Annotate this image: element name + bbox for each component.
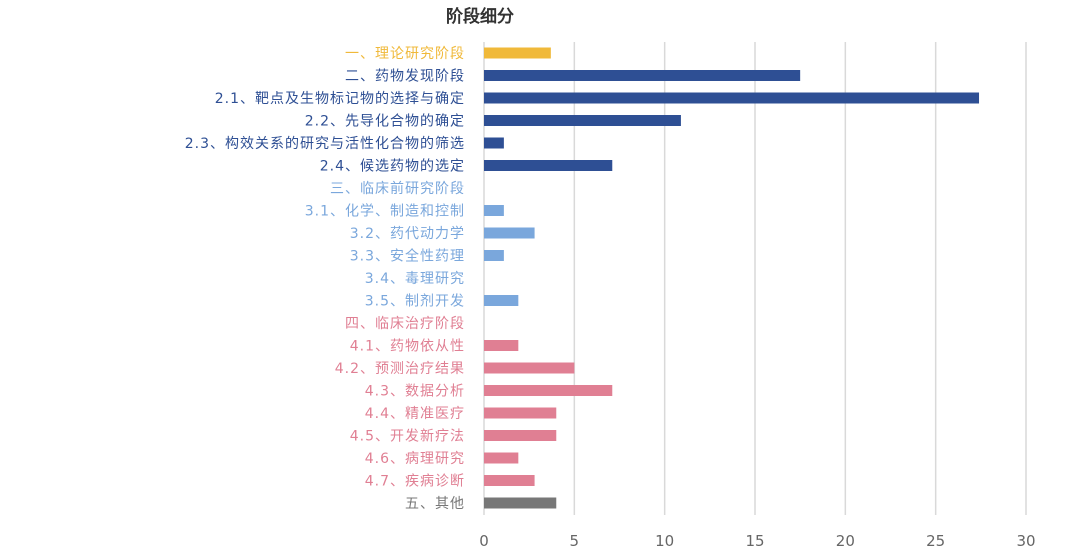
x-tick-label: 20 bbox=[836, 532, 855, 550]
category-label: 4.7、疾病诊断 bbox=[365, 474, 465, 490]
bar bbox=[484, 475, 535, 486]
category-label: 3.1、化学、制造和控制 bbox=[305, 204, 465, 220]
bar bbox=[484, 295, 519, 306]
x-tick-label: 25 bbox=[926, 532, 945, 550]
category-label: 4.3、数据分析 bbox=[365, 384, 465, 400]
bar bbox=[484, 407, 557, 419]
bar bbox=[484, 362, 575, 374]
category-label: 一、理论研究阶段 bbox=[345, 46, 465, 62]
category-label: 三、临床前研究阶段 bbox=[330, 180, 465, 197]
category-label: 二、药物发现阶段 bbox=[345, 69, 465, 85]
bar bbox=[484, 340, 519, 351]
bar bbox=[484, 250, 504, 261]
category-label: 四、临床治疗阶段 bbox=[345, 316, 465, 332]
bar bbox=[484, 137, 504, 149]
category-label: 3.5、制剂开发 bbox=[365, 294, 465, 310]
category-label: 4.2、预测治疗结果 bbox=[335, 361, 465, 377]
category-label: 2.3、构效关系的研究与活性化合物的筛选 bbox=[185, 136, 465, 152]
x-tick-label: 30 bbox=[1016, 532, 1035, 550]
category-label: 3.2、药代动力学 bbox=[350, 226, 465, 242]
x-tick-label: 10 bbox=[655, 532, 674, 550]
category-label: 4.6、病理研究 bbox=[365, 451, 465, 467]
category-label: 4.5、开发新疗法 bbox=[350, 429, 465, 445]
bar bbox=[484, 205, 504, 216]
bar bbox=[484, 70, 801, 81]
category-label: 五、其他 bbox=[405, 496, 465, 512]
bar bbox=[484, 385, 613, 396]
x-tick-label: 5 bbox=[570, 532, 580, 550]
x-tick-label: 15 bbox=[745, 532, 764, 550]
category-label: 4.1、药物依从性 bbox=[350, 339, 465, 355]
bar bbox=[484, 430, 557, 441]
category-label: 3.3、安全性药理 bbox=[350, 248, 465, 265]
bar bbox=[484, 92, 980, 104]
bar bbox=[484, 115, 681, 126]
bar bbox=[484, 227, 535, 239]
category-label: 2.2、先导化合物的确定 bbox=[305, 114, 465, 130]
category-label: 2.4、候选药物的选定 bbox=[320, 159, 465, 175]
bar bbox=[484, 160, 613, 171]
chart-title: 阶段细分 bbox=[446, 7, 514, 27]
category-label: 2.1、靶点及生物标记物的选择与确定 bbox=[215, 91, 465, 107]
category-label: 4.4、精准医疗 bbox=[365, 406, 465, 422]
x-tick-label: 0 bbox=[479, 532, 489, 550]
bar bbox=[484, 497, 557, 509]
category-label: 3.4、毒理研究 bbox=[365, 271, 465, 287]
bar bbox=[484, 47, 551, 59]
bar bbox=[484, 452, 519, 464]
